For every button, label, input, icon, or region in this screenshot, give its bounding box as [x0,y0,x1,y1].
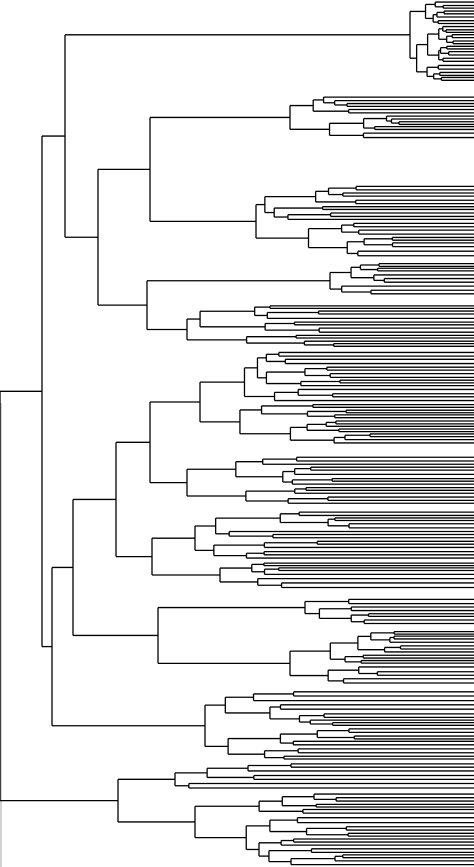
dendrogram [0,0,474,867]
page: (() => { const data = JSON.parse(documen… [0,0,474,867]
